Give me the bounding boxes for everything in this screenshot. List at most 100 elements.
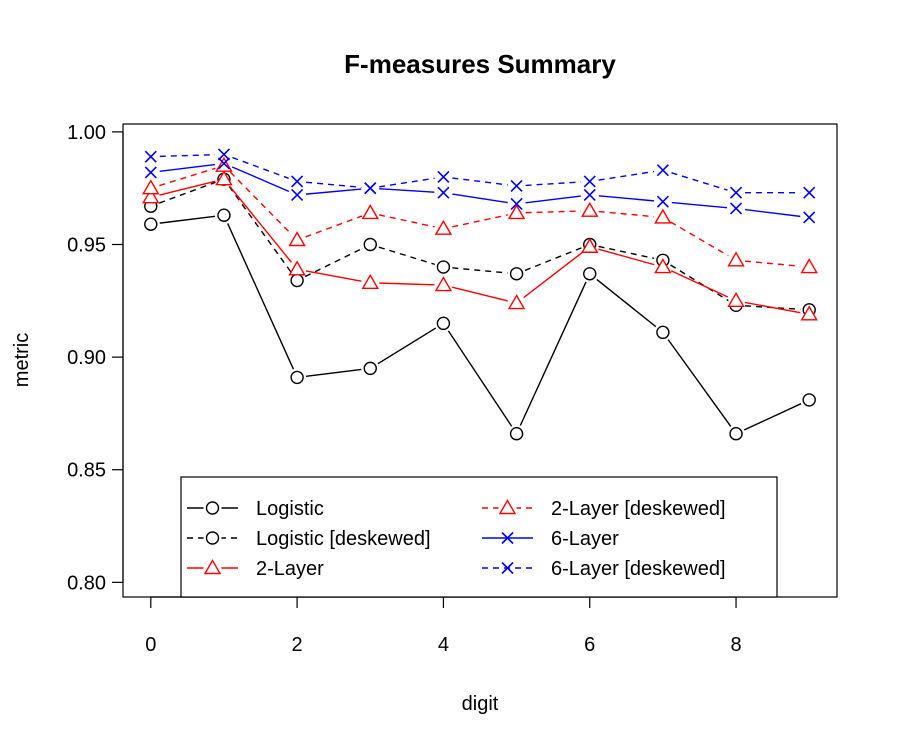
data-point	[217, 208, 231, 222]
series-segment	[452, 267, 508, 274]
x-tick-label: 2	[292, 634, 303, 656]
data-point	[727, 291, 745, 308]
y-tick-label: 1.00	[67, 122, 106, 144]
series-segment	[229, 185, 292, 263]
legend-marker	[203, 559, 222, 575]
series-segment	[159, 215, 216, 224]
data-point	[507, 204, 526, 220]
data-point	[581, 237, 599, 253]
series-segment	[670, 270, 729, 298]
data-point	[290, 273, 304, 288]
series-segment	[598, 245, 655, 260]
data-point	[729, 186, 743, 199]
series-segment	[228, 186, 293, 274]
series-segment	[231, 166, 290, 193]
series-segment	[671, 172, 728, 191]
legend-entry: 2-Layer [deskewed]	[482, 498, 726, 520]
series-2-layer-deskewed	[142, 156, 818, 274]
chart-title: F-measures Summary	[344, 49, 616, 79]
data-point	[144, 166, 157, 179]
series-segment	[667, 339, 732, 427]
x-tick-label: 8	[730, 634, 741, 656]
legend-entry: 6-Layer [deskewed]	[482, 558, 726, 580]
data-point	[361, 273, 379, 289]
series-segment	[598, 210, 654, 218]
data-point	[363, 361, 377, 376]
data-point	[803, 186, 816, 199]
series-6-layer	[144, 157, 816, 224]
series-6-layer-deskewed	[144, 148, 816, 199]
data-point	[436, 316, 451, 331]
series-segment	[744, 260, 801, 267]
data-point	[729, 202, 743, 215]
data-point	[507, 294, 526, 310]
data-point	[509, 427, 524, 441]
data-point	[583, 175, 596, 188]
data-point	[217, 148, 231, 161]
y-tick-label: 0.95	[67, 235, 106, 257]
data-point	[654, 258, 672, 274]
series-segment	[525, 210, 581, 214]
legend-entry: Logistic [deskewed]	[187, 528, 431, 550]
legend: Logistic Logistic [deskewed] 2-Layer 2-Laye…	[180, 476, 778, 598]
series-segment	[452, 193, 508, 204]
series-segment	[159, 180, 216, 196]
legend-label: Logistic	[256, 498, 324, 520]
data-point	[583, 267, 597, 281]
data-point	[290, 370, 304, 385]
data-point	[142, 188, 160, 204]
series-2-layer	[142, 170, 818, 321]
series-segment	[596, 278, 657, 328]
data-point	[288, 231, 306, 247]
series-segment	[525, 195, 581, 204]
data-point	[434, 219, 453, 235]
data-point	[510, 197, 523, 211]
series-segment	[158, 181, 216, 204]
series-segment	[379, 188, 435, 193]
data-point	[800, 305, 818, 321]
series-segment	[447, 330, 513, 427]
data-point	[437, 186, 450, 199]
data-point	[654, 208, 672, 224]
series-segment	[743, 403, 802, 431]
legend-marker	[498, 499, 517, 515]
series-segment	[306, 181, 362, 189]
series-layer	[142, 148, 818, 441]
legend-label: 6-Layer [deskewed]	[551, 558, 726, 580]
legend-label: 2-Layer	[256, 558, 324, 580]
series-segment	[744, 301, 801, 314]
series-segment	[305, 270, 362, 282]
series-segment	[379, 177, 435, 188]
series-segment	[227, 223, 295, 370]
data-point	[509, 267, 524, 281]
legend-entry: 2-Layer	[187, 558, 324, 580]
y-tick-label: 0.90	[67, 347, 106, 369]
series-segment	[670, 264, 729, 302]
data-point	[583, 188, 596, 202]
data-point	[142, 179, 160, 195]
series-segment	[378, 246, 436, 266]
series-segment	[598, 195, 654, 202]
data-point	[581, 201, 599, 217]
series-segment	[598, 248, 655, 266]
series-segment	[159, 167, 216, 187]
series-segment	[598, 170, 655, 181]
series-segment	[451, 286, 509, 302]
data-point	[802, 393, 816, 407]
series-segment	[525, 181, 581, 187]
legend-entry: Logistic	[187, 498, 324, 520]
legend-marker	[205, 501, 220, 515]
series-segment	[305, 215, 363, 238]
data-point	[729, 427, 743, 441]
series-segment	[379, 282, 435, 286]
data-point	[144, 150, 157, 163]
y-tick-label: 0.85	[67, 460, 106, 482]
series-segment	[523, 251, 584, 299]
data-point	[364, 182, 377, 195]
data-point	[437, 170, 450, 183]
x-tick-label: 6	[584, 634, 595, 656]
series-logistic	[144, 208, 816, 441]
series-segment	[306, 188, 362, 195]
data-point	[434, 276, 453, 292]
